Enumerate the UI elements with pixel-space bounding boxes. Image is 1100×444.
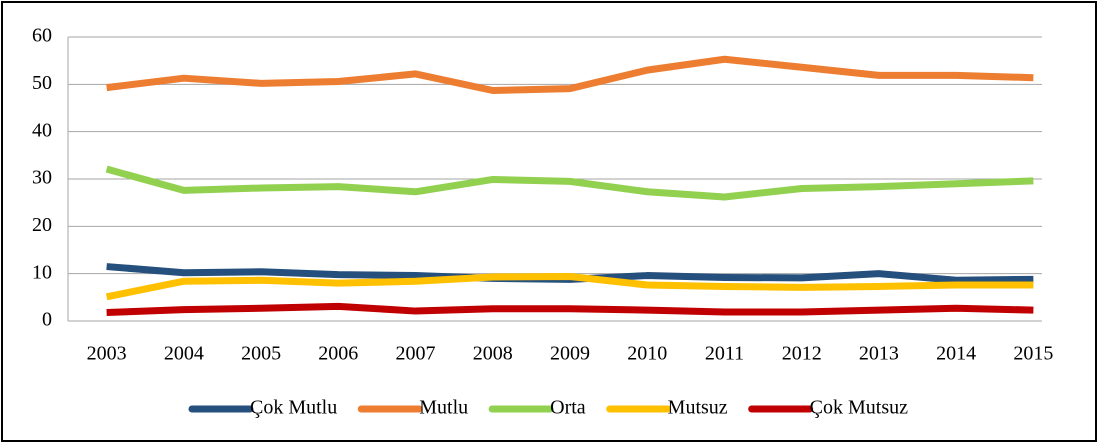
legend-label: Orta [550, 397, 586, 419]
y-tick-label: 60 [32, 25, 52, 47]
x-tick-label: 2014 [936, 343, 976, 365]
x-tick-label: 2003 [87, 343, 127, 365]
x-tick-label: 2009 [550, 343, 590, 365]
y-tick-label: 10 [32, 261, 52, 283]
x-tick-label: 2005 [241, 343, 281, 365]
series-line [106, 55, 1034, 94]
x-tick-label: 2006 [318, 343, 358, 365]
x-tick-label: 2008 [473, 343, 513, 365]
x-tick-label: 2015 [1013, 343, 1053, 365]
y-tick-label: 0 [42, 309, 52, 331]
x-tick-label: 2012 [782, 343, 822, 365]
series-line [105, 273, 1034, 301]
x-tick-label: 2011 [705, 343, 744, 365]
legend: Çok Mutlu Mutlu Orta Mutsuz Çok Mutsuz [188, 397, 908, 419]
series-line [106, 302, 1034, 316]
x-tick-label: 2013 [859, 343, 899, 365]
y-tick-label: 30 [32, 167, 52, 189]
y-tick-label: 40 [32, 119, 52, 141]
legend-label: Mutsuz [668, 397, 728, 419]
y-tick-label: 50 [32, 72, 52, 94]
x-tick-label: 2010 [627, 343, 667, 365]
series-line [105, 165, 1034, 201]
y-tick-label: 20 [32, 214, 52, 236]
legend-label: Çok Mutsuz [810, 397, 908, 419]
x-tick-label: 2007 [396, 343, 436, 365]
legend-label: Mutlu [419, 397, 468, 419]
legend-label: Çok Mutlu [250, 397, 337, 419]
x-tick-label: 2004 [164, 343, 204, 365]
